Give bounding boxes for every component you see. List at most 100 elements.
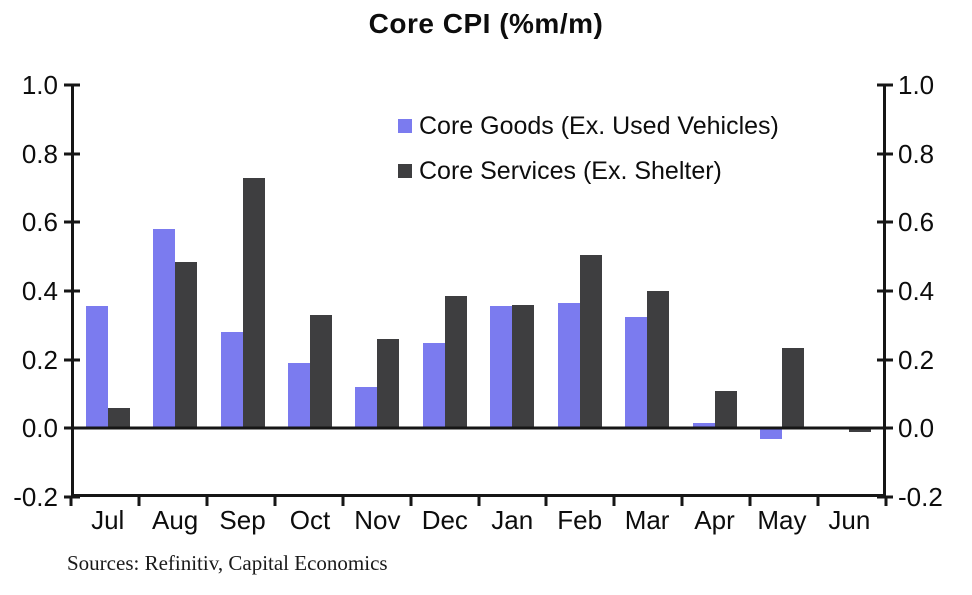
x-boundary-tick-8 <box>612 497 616 506</box>
bar-jul-series0 <box>85 306 108 429</box>
bar-group-jun <box>816 85 883 497</box>
bar-aug-series0 <box>153 229 176 429</box>
y-tick-right-0.6 <box>877 220 893 224</box>
x-tick-label-oct: Oct <box>289 505 331 535</box>
legend-label-core-goods: Core Goods (Ex. Used Vehicles) <box>419 112 779 140</box>
bar-group-jan <box>479 85 546 497</box>
bar-group-dec <box>411 85 478 497</box>
y-tick-label-right-1.0: 1.0 <box>898 70 935 100</box>
x-tick-label-aug: Aug <box>152 505 199 535</box>
x-tick-label-may: May <box>757 505 807 535</box>
x-tick-label-jun: Jun <box>828 505 871 535</box>
x-boundary-tick-0 <box>69 497 73 506</box>
y-tick-label-right-0.6: 0.6 <box>898 207 935 238</box>
y-tick-label-left-0.2: 0.2 <box>21 344 58 375</box>
y-tick-label-right-0.0: 0.0 <box>898 413 935 444</box>
bar-nov-series0 <box>355 387 378 429</box>
x-tick-label-dec: Dec <box>421 505 468 535</box>
y-tick-left-0.0 <box>64 426 80 430</box>
bar-group-nov <box>344 85 411 497</box>
x-tick-label-jan: Jan <box>491 505 534 535</box>
y-tick-label-right--0.2: -0.2 <box>898 482 943 512</box>
bar-oct-series0 <box>287 363 310 429</box>
legend-item-core-services: Core Services (Ex. Shelter) <box>398 157 779 186</box>
y-tick-left-1.0 <box>64 83 80 87</box>
bar-group-sep <box>209 85 276 497</box>
x-boundary-tick-1 <box>137 497 141 506</box>
y-tick-right-1.0 <box>877 83 893 87</box>
bar-nov-series1 <box>377 339 400 429</box>
legend-label-core-services: Core Services (Ex. Shelter) <box>419 156 722 185</box>
x-tick-label-mar: Mar <box>624 505 670 535</box>
bar-sep-series0 <box>220 332 243 429</box>
source-note: Sources: Refinitiv, Capital Economics <box>67 551 388 575</box>
legend: Core Goods (Ex. Used Vehicles) Core Serv… <box>398 112 779 186</box>
bar-apr-series0 <box>692 423 715 429</box>
y-tick-label-right-0.8: 0.8 <box>898 138 935 169</box>
y-tick-label-left-0.8: 0.8 <box>21 138 58 169</box>
x-boundary-tick-12 <box>884 497 888 506</box>
y-tick-right-0.4 <box>877 289 893 293</box>
x-boundary-tick-5 <box>409 497 413 506</box>
bar-group-oct <box>276 85 343 497</box>
y-axis-right-labels: 1.0 0.8 0.6 0.4 0.2 0.0 -0.2 <box>898 72 970 510</box>
x-boundary-tick-11 <box>816 497 820 506</box>
legend-swatch-core-services-icon <box>398 164 412 179</box>
x-tick-label-feb: Feb <box>557 505 603 535</box>
bar-group-mar <box>613 85 680 497</box>
bar-jan-series1 <box>512 304 535 429</box>
bar-may-series1 <box>781 347 804 429</box>
bar-jul-series1 <box>107 407 130 429</box>
x-boundary-tick-10 <box>748 497 752 506</box>
y-axis-left-labels: 1.0 0.8 0.6 0.4 0.2 0.0 -0.2 <box>0 72 58 510</box>
y-tick-label-left-0.0: 0.0 <box>21 413 58 444</box>
x-tick-label-nov: Nov <box>354 505 401 535</box>
bars-layer <box>74 85 883 497</box>
bar-apr-series1 <box>714 390 737 429</box>
y-tick-label-left--0.2: -0.2 <box>13 482 58 512</box>
y-tick-right-0.2 <box>877 358 893 362</box>
x-boundary-tick-6 <box>477 497 480 506</box>
zero-baseline <box>74 426 883 430</box>
bar-group-may <box>748 85 815 497</box>
bar-sep-series1 <box>242 177 265 429</box>
y-tick-left-0.4 <box>64 289 80 293</box>
bar-jun-series1 <box>849 428 872 432</box>
bar-dec-series1 <box>444 296 467 429</box>
x-axis-line <box>71 494 886 497</box>
bar-group-feb <box>546 85 613 497</box>
x-boundary-tick-2 <box>205 497 209 506</box>
y-tick-left-0.8 <box>64 152 80 156</box>
bar-jan-series0 <box>490 306 513 429</box>
y-tick-label-left-0.4: 0.4 <box>21 276 58 306</box>
x-axis-labels: Jul Aug Sep Oct Nov Dec Jan Feb Mar Apr May Jun <box>74 503 883 537</box>
x-tick-label-apr: Apr <box>694 505 735 535</box>
x-boundary-tick-3 <box>273 497 277 506</box>
x-axis-ticks <box>69 497 888 506</box>
bar-dec-series0 <box>422 342 445 429</box>
chart-title: Core CPI (%m/m) <box>368 8 604 39</box>
x-boundary-tick-9 <box>680 497 684 506</box>
bar-feb-series1 <box>579 254 602 429</box>
bar-group-jul <box>74 85 141 497</box>
bar-may-series0 <box>759 428 782 439</box>
x-tick-label-jul: Jul <box>91 505 125 535</box>
y-tick-left-0.6 <box>64 220 80 224</box>
y-tick-right-0.0 <box>877 426 893 430</box>
y-tick-right-0.8 <box>877 152 893 156</box>
bar-mar-series1 <box>647 291 670 429</box>
y-tick-label-left-1.0: 1.0 <box>21 70 58 100</box>
legend-item-core-goods: Core Goods (Ex. Used Vehicles) <box>398 112 779 141</box>
bar-feb-series0 <box>557 303 580 429</box>
y-tick-label-right-0.2: 0.2 <box>898 344 935 375</box>
bar-mar-series0 <box>625 316 648 429</box>
bar-group-aug <box>141 85 208 497</box>
y-tick-left-0.2 <box>64 358 80 362</box>
y-tick-label-right-0.4: 0.4 <box>898 276 935 306</box>
x-tick-label-sep: Sep <box>219 505 266 535</box>
legend-swatch-core-goods-icon <box>398 119 412 134</box>
x-boundary-tick-7 <box>544 497 548 506</box>
x-boundary-tick-4 <box>341 497 345 506</box>
bar-group-apr <box>681 85 748 497</box>
